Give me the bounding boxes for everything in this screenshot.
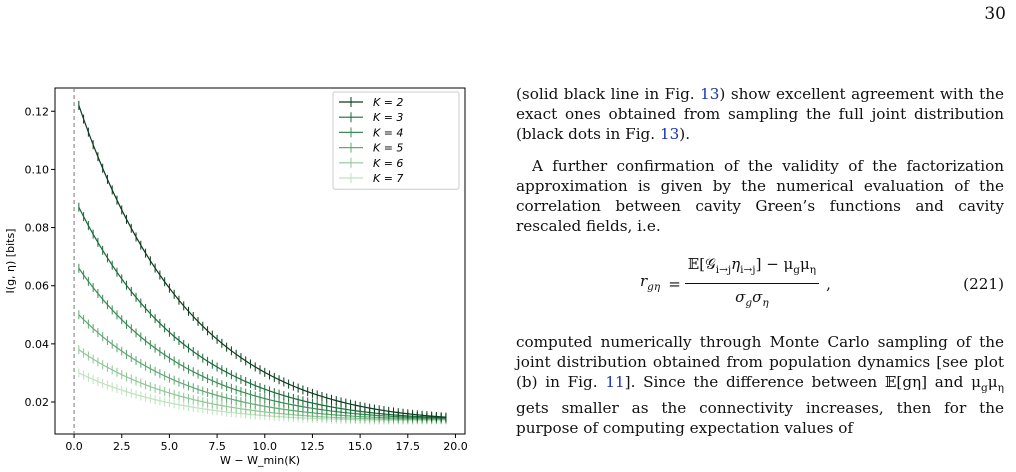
legend-label: K = 6 (373, 157, 403, 170)
x-tick-label: 20.0 (443, 440, 468, 453)
equals-sign: = (668, 274, 681, 293)
para1-text-c: ). (679, 125, 691, 143)
eq-lhs-symbol: r (640, 271, 648, 290)
series-line (78, 267, 446, 419)
figure-ref-11[interactable]: 11 (605, 373, 625, 391)
eq-num-sub2: i→j (740, 264, 756, 276)
x-tick-label: 17.5 (396, 440, 421, 453)
eq-den-sigma2: σ (752, 288, 763, 306)
paragraph-monte-carlo: computed numerically through Monte Carlo… (516, 332, 1004, 438)
line-chart: 0.0 2.5 5.0 7.5 10.0 12.5 15.0 17.5 20.0 0.02 0.04… (4, 87, 468, 467)
para3-sub-eta: η (997, 381, 1004, 395)
para3-text-d: gets smaller as the connectivity increas… (516, 399, 1004, 438)
para3-text-b: ]. Since the difference between 𝔼[gη] an… (624, 373, 981, 391)
eq-num-eta: η (731, 255, 741, 273)
mutual-information-figure: 0.0 2.5 5.0 7.5 10.0 12.5 15.0 17.5 20.0 0.02 0.04… (0, 84, 470, 470)
equation-fraction: 𝔼[𝒢i→jηi→j] − μgμη σgση (684, 254, 820, 313)
figure-ref-13a[interactable]: 13 (700, 85, 720, 103)
x-axis-label: W − W_min(K) (220, 454, 300, 467)
legend-label: K = 4 (373, 126, 403, 139)
x-tick-label: 7.5 (208, 440, 226, 453)
paragraph-factorization: A further confirmation of the validity o… (516, 157, 1004, 235)
para1-text-b: ) show excellent agreement with the exac… (516, 85, 1004, 143)
eq-num-sub1: i→j (715, 264, 732, 276)
para1-text-a: (solid black line in Fig. (516, 85, 701, 103)
eq-lhs-subscript: gη (647, 280, 661, 293)
series-line (78, 349, 446, 421)
series-line (78, 206, 446, 419)
legend-label: K = 3 (373, 111, 403, 124)
para3-text-a: computed numerically through Monte Carlo… (516, 333, 1004, 391)
legend-label: K = 7 (373, 172, 403, 185)
equation-lhs: rgη (640, 271, 660, 297)
eq-den-sigma1: σ (735, 288, 746, 306)
series-line (78, 314, 446, 420)
x-tick-label: 12.5 (300, 440, 325, 453)
eq-den-sub2: η (762, 297, 769, 309)
equation-number: (221) (963, 275, 1004, 293)
y-tick-label: 0.12 (25, 105, 50, 118)
eq-num-sub4: η (809, 264, 817, 276)
equation-comma: , (826, 274, 831, 293)
y-tick-label: 0.06 (25, 280, 50, 293)
equation-denominator: σgση (735, 284, 769, 313)
paragraph-agreement: (solid black line in Fig. 13) show excel… (516, 84, 1004, 144)
legend-label: K = 5 (373, 142, 403, 155)
x-tick-label: 10.0 (253, 440, 278, 453)
eq-num-mu2: μ (800, 255, 810, 273)
y-tick-label: 0.04 (25, 338, 50, 351)
x-tick-label: 0.0 (65, 440, 83, 453)
y-tick-label: 0.08 (25, 222, 50, 235)
equation-numerator: 𝔼[𝒢i→jηi→j] − μgμη (684, 254, 820, 284)
y-axis-label: I(g, η) [bits] (4, 229, 17, 294)
legend-label: K = 2 (373, 96, 403, 109)
series-line (78, 105, 446, 418)
equation-body: rgη = 𝔼[𝒢i→jηi→j] − μgμη σgση , (640, 254, 831, 313)
x-tick-label: 5.0 (161, 440, 179, 453)
figure-ref-13b[interactable]: 13 (659, 125, 680, 143)
series-line (78, 372, 446, 421)
para3-text-c: μ (987, 373, 998, 391)
y-tick-label: 0.02 (25, 396, 50, 409)
para3-sub-g: g (980, 381, 988, 395)
body-text-column: (solid black line in Fig. 13) show excel… (516, 84, 1004, 438)
x-tick-label: 15.0 (348, 440, 373, 453)
plot-frame (54, 87, 466, 435)
eq-den-sub1: g (745, 297, 753, 309)
x-tick-label: 2.5 (113, 440, 131, 453)
equation-221: rgη = 𝔼[𝒢i→jηi→j] − μgμη σgση , (221) (516, 250, 1004, 322)
y-tick-label: 0.10 (25, 163, 50, 176)
page-number: 30 (984, 4, 1006, 24)
eq-num-minus-mu: ] − μ (755, 255, 794, 273)
legend-box (332, 91, 460, 190)
eq-num-sub3: g (793, 264, 801, 276)
eq-num-part1: 𝔼[𝒢 (687, 255, 716, 273)
